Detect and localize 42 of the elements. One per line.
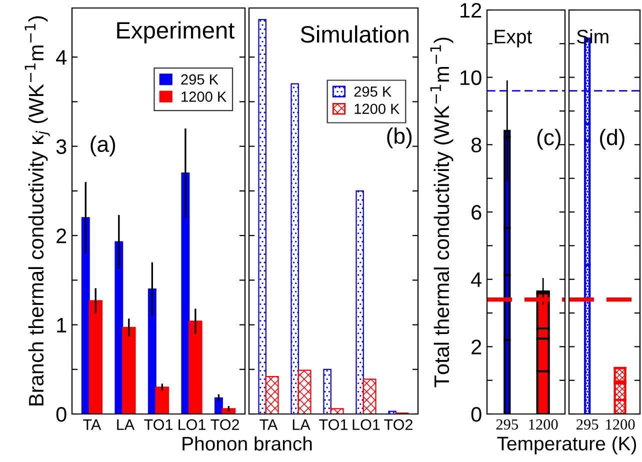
x-tick-label: TO1: [144, 419, 172, 430]
y-tick-label: 6: [472, 205, 482, 220]
x-tick-label: TO1: [319, 419, 348, 430]
y-tick-label: 1: [57, 318, 66, 332]
legend-label: 295 K: [181, 74, 218, 85]
annotation: Experiment: [117, 21, 234, 44]
y-tick-label: 2: [472, 340, 482, 354]
x-tick-label: LA: [117, 419, 135, 430]
y-tick-label: 2: [56, 228, 66, 244]
y-tick-label: 8: [471, 138, 482, 152]
x-tick-label: 295: [496, 419, 518, 430]
annotation: Expt: [494, 30, 532, 48]
annotation: Simulation: [300, 25, 408, 43]
x-axis-title: Temperature (K): [497, 436, 636, 454]
annotation: (a): [90, 136, 116, 156]
annotation: (b): [387, 128, 412, 148]
x-tick-label: TA: [260, 419, 278, 430]
x-tick-label: TO2: [384, 419, 412, 430]
legend-label: 295 K: [354, 86, 392, 97]
x-tick-label: LO1: [178, 419, 206, 430]
y-tick-label: 4: [471, 272, 482, 287]
x-tick-label: 1200: [529, 419, 558, 430]
legend-label: 1200 K: [354, 104, 400, 114]
x-tick-label: 1200: [606, 419, 635, 430]
annotation: (c): [537, 128, 560, 150]
y-tick-label: 12: [460, 3, 482, 18]
annotation: Sim: [576, 29, 608, 44]
x-tick-label: TA: [83, 419, 102, 430]
y-tick-label: 3: [56, 139, 66, 154]
y-tick-label: 0: [471, 407, 482, 422]
y-axis-title: Branch thermal conductivity κ$_{j}$ (WK$^{−1}$m$^{−1}$): [24, 16, 50, 406]
x-tick-label: 295: [576, 419, 598, 430]
annotation: (d): [600, 128, 624, 150]
y-tick-label: 10: [460, 70, 482, 86]
x-tick-label: LA: [292, 419, 310, 430]
y-tick-label: 0: [56, 407, 66, 422]
legend-label: 1200 K: [182, 92, 227, 102]
x-axis-title: Phonon branch: [182, 436, 312, 451]
x-tick-label: TO2: [210, 419, 239, 430]
x-tick-label: LO1: [352, 419, 380, 430]
y-axis-title: Total thermal conductivity (WK$^{−1}$m$^{−1}$): [430, 38, 454, 388]
y-tick-label: 4: [56, 50, 67, 65]
